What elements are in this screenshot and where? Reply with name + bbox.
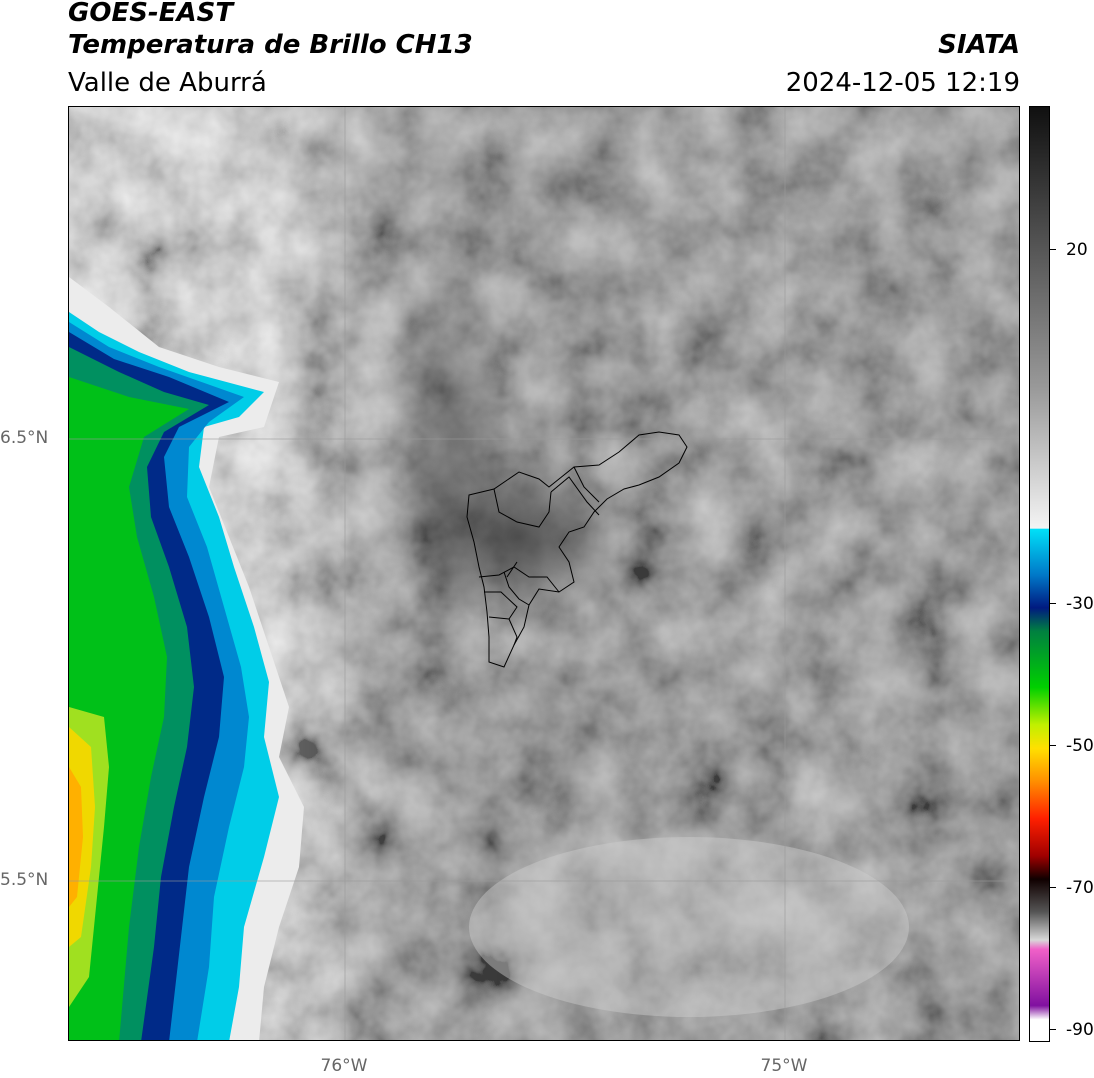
colorbar-gradient [1030,107,1049,1041]
product-title: Temperatura de Brillo CH13 [68,30,473,60]
colorbar-tick-20 [1050,249,1056,250]
satellite-title: GOES-EAST [68,0,234,28]
dark-band [389,247,509,647]
region-title: Valle de Aburrá [68,68,267,98]
lon-label-76w: 76°W [320,1056,368,1076]
satellite-map[interactable] [68,106,1020,1041]
colorbar-label-minus90: -90 [1066,1020,1094,1040]
colorbar-tick-minus70 [1050,887,1056,888]
colorbar-label-20: 20 [1066,240,1088,260]
colorbar-tick-minus30 [1050,603,1056,604]
lat-label-5-5: 5.5°N [0,870,49,890]
cloud-orange [69,767,83,907]
colorbar-tick-minus50 [1050,745,1056,746]
colorbar-label-minus70: -70 [1066,878,1094,898]
colorbar-tick-minus90 [1050,1029,1056,1030]
timestamp-label: 2024-12-05 12:19 [785,68,1020,98]
colorbar-label-minus50: -50 [1066,736,1094,756]
lon-label-75w: 75°W [760,1056,808,1076]
light-south [469,837,909,1017]
brand-label: SIATA [938,30,1020,60]
colorbar [1029,106,1050,1042]
lat-label-6-5: 6.5°N [0,428,49,448]
municipal-boundaries [466,431,688,668]
colorbar-label-minus30: -30 [1066,594,1094,614]
